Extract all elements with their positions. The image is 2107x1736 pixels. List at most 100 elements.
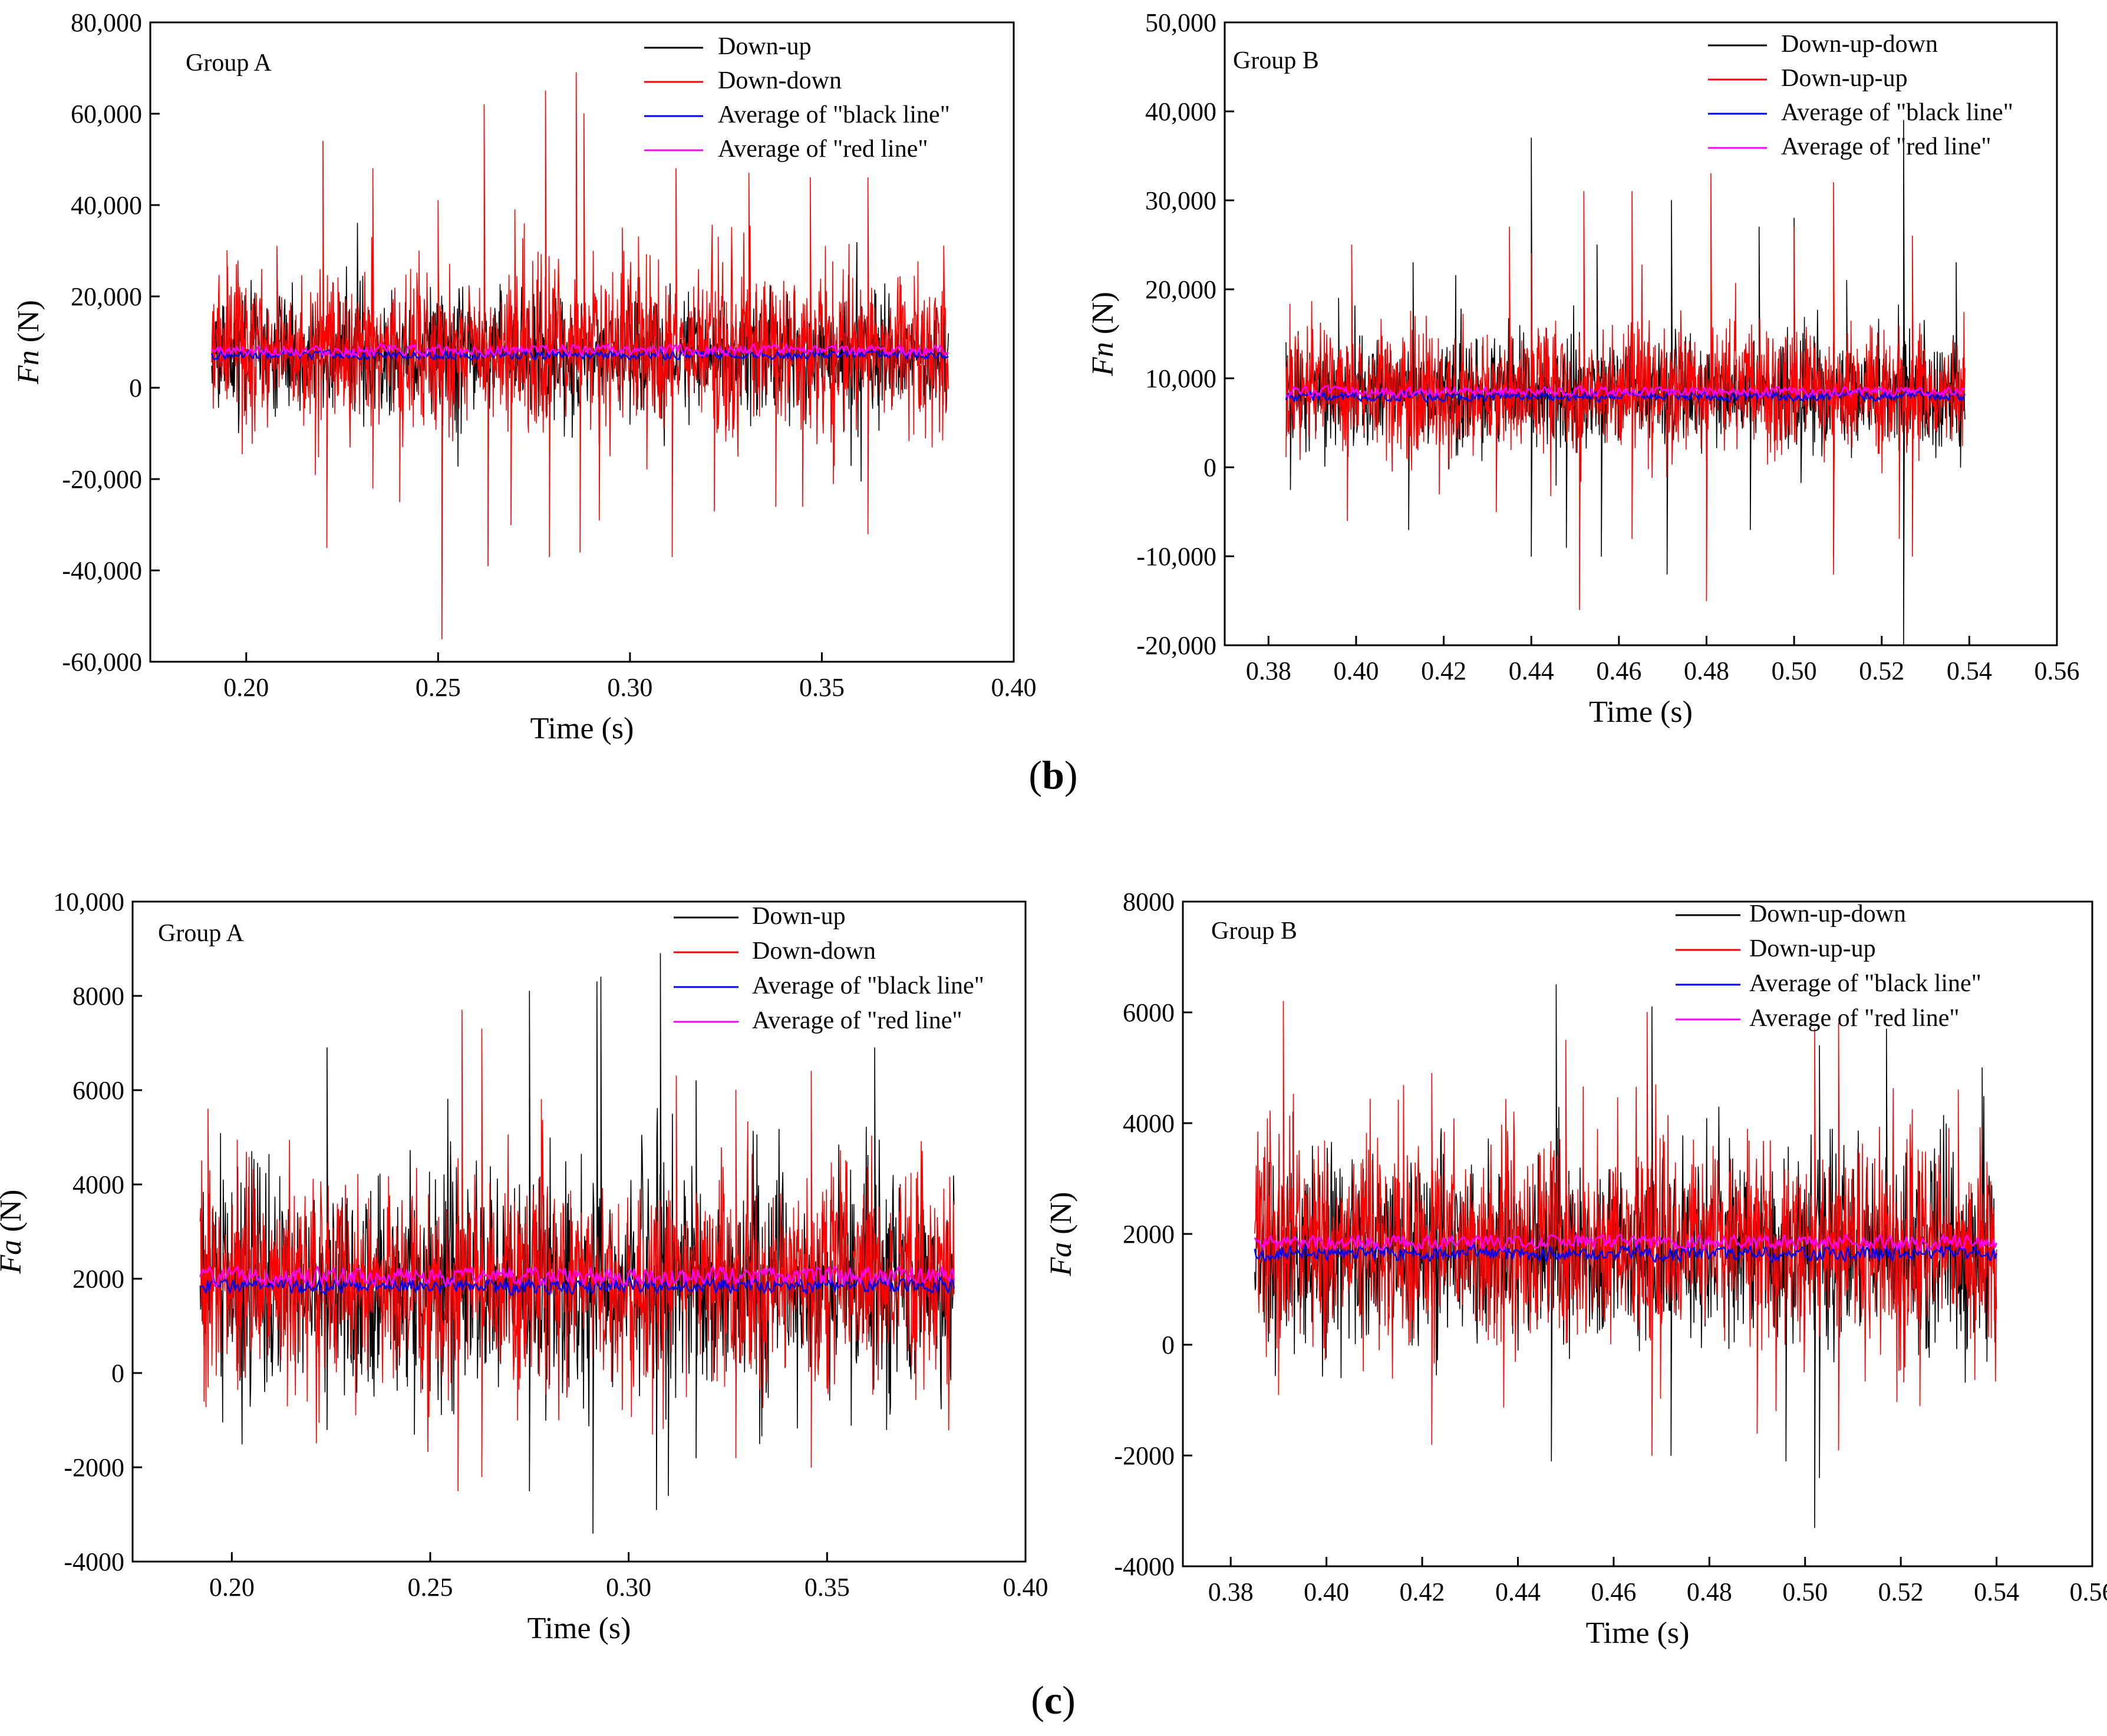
x-tick-label: 0.25 [408,1573,453,1602]
series-area [199,953,955,1534]
x-tick-label: 0.54 [1974,1577,2019,1606]
panel-label-c: (c) [1031,1678,1076,1722]
legend: Down-up-down Down-up-up Average of "black … [1676,900,1981,1032]
y-tick-label: 80,000 [71,8,142,37]
series-line-2 [1285,173,1966,610]
y-axis-label: Fn (N) [12,300,45,385]
panel-label-b: (b) [1028,753,1077,797]
y-axis-variable: Fn [12,350,45,385]
y-axis-variable: Fa [0,1240,28,1275]
chart-c-group-a: -4000 -2000 0 2000 4000 6000 8000 10,000 0.20 0.2… [0,887,1048,1645]
x-tick-label: 0.52 [1878,1577,1924,1606]
series-line-3 [200,1276,955,1296]
x-tick-label: 0.40 [1333,656,1379,685]
x-tick-label: 0.48 [1684,656,1729,685]
series-area [1285,120,1966,645]
y-tick-label: 0 [1203,453,1216,482]
y-tick-label: 40,000 [71,191,142,220]
x-tick-label: 0.44 [1509,656,1554,685]
y-tick-label: 50,000 [1145,8,1216,37]
y-axis-unit: (N) [12,300,45,350]
y-axis-label: Fa (N) [1044,1192,1078,1277]
y-tick-label: 4000 [72,1170,124,1199]
series-line-4 [1285,385,1966,398]
legend: Down-up Down-down Average of "black line" A… [674,903,984,1034]
legend: Down-up-down Down-up-up Average of "black … [1708,31,2013,160]
y-tick-label: -60,000 [62,648,142,676]
y-axis-variable: Fa [1044,1242,1078,1277]
x-tick-label: 0.46 [1596,656,1641,685]
y-tick-label: 2000 [1123,1220,1175,1249]
x-tick-label: 0.42 [1400,1577,1445,1606]
y-tick-label: 40,000 [1145,97,1216,126]
group-label: Group B [1233,47,1319,74]
legend-label: Down-down [718,67,842,94]
x-tick-label: 0.20 [209,1573,255,1602]
y-tick-label: 2000 [72,1265,124,1293]
legend-label: Average of "red line" [718,136,928,163]
group-label: Group A [186,49,272,77]
y-tick-label: 10,000 [53,887,124,916]
chart-b-group-b: -20,000 -10,000 0 10,000 20,000 30,000 40,000 5… [1086,8,2080,729]
x-tick-label: 0.38 [1208,1577,1254,1606]
legend-label: Average of "red line" [752,1007,962,1034]
x-axis-label: Time (s) [1586,1616,1690,1650]
legend-label: Down-down [752,938,876,965]
series-line-4 [1254,1233,1997,1252]
legend-label: Average of "red line" [1781,133,1991,160]
plot-frame [1224,21,2058,646]
y-tick-label: -10,000 [1136,542,1216,571]
y-tick-label: 10,000 [1145,364,1216,393]
y-axis-unit: (N) [0,1190,28,1240]
legend-label: Down-up-up [1781,65,1908,92]
x-tick-label: 0.38 [1246,656,1291,685]
series-line-4 [211,342,949,358]
y-axis-unit: (N) [1086,292,1120,342]
group-label: Group B [1211,917,1297,945]
y-tick-label: 8000 [72,982,124,1011]
plot-frame [149,21,1015,663]
x-tick-label: 0.48 [1687,1577,1732,1606]
legend-label: Down-up [718,33,812,60]
legend-label: Average of "red line" [1749,1005,1960,1032]
x-tick-label: 0.40 [1003,1573,1048,1602]
y-tick-label: 0 [111,1359,124,1388]
y-tick-label: 0 [1162,1331,1175,1359]
y-axis-variable: Fn [1086,342,1120,377]
y-tick-label: -4000 [1114,1552,1175,1581]
series-line-1 [199,953,955,1534]
x-tick-label: 0.46 [1591,1577,1636,1606]
x-tick-label: 0.54 [1947,656,1992,685]
y-tick-label: -2000 [1114,1441,1175,1470]
y-tick-label: 6000 [72,1076,124,1105]
x-tick-label: 0.25 [416,673,461,702]
y-tick-label: 60,000 [71,100,142,128]
y-tick-label: -2000 [64,1453,124,1482]
x-tick-label: 0.30 [606,1573,651,1602]
y-axis-label: Fa (N) [0,1190,28,1275]
y-tick-label: -20,000 [62,465,142,494]
x-tick-label: 0.42 [1421,656,1466,685]
y-tick-label: 0 [129,374,142,402]
x-axis-label: Time (s) [1589,695,1693,729]
legend-label: Down-up [752,903,846,930]
y-tick-label: -40,000 [62,556,142,585]
legend: Down-up Down-down Average of "black line" A… [644,33,950,163]
x-tick-label: 0.50 [1772,656,1817,685]
series-area [1254,984,1997,1528]
series-line-2 [211,72,949,640]
x-tick-label: 0.56 [2070,1577,2107,1606]
legend-label: Down-up-down [1781,31,1938,58]
x-tick-label: 0.40 [991,673,1037,702]
y-tick-label: 6000 [1123,998,1175,1027]
chart-b-group-a: -60,000 -40,000 -20,000 0 20,000 40,000 60,000… [12,8,1037,745]
legend-label: Down-up-down [1749,900,1906,928]
y-tick-label: 20,000 [71,282,142,311]
y-tick-label: 20,000 [1145,275,1216,304]
legend-label: Average of "black line" [1781,99,2013,126]
legend-label: Average of "black line" [752,972,984,999]
series-line-4 [199,1265,955,1288]
x-tick-label: 0.35 [799,673,845,702]
series-area [210,72,949,640]
